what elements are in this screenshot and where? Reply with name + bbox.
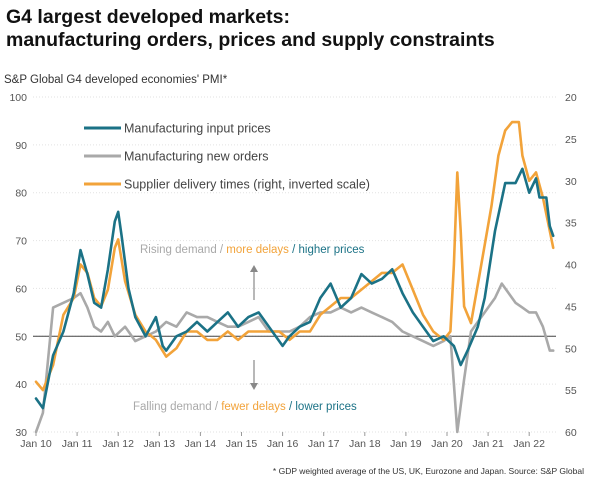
series-line-1 <box>34 282 555 434</box>
x-tick-label: Jan 22 <box>513 438 545 450</box>
annotation-upper-sep: / <box>289 244 299 256</box>
chart-title-text: G4 largest developed markets: manufactur… <box>6 6 495 52</box>
svg-text:Falling demand / fewer delays: Falling demand / fewer delays / lower pr… <box>133 401 357 413</box>
y-axis-left: 30 40 50 60 70 80 90 100 <box>9 92 27 439</box>
annotation-lower-demand: Falling demand / <box>133 401 221 413</box>
y-left-tick-label: 90 <box>15 140 27 152</box>
annotation-lower: Falling demand / fewer delays / lower pr… <box>133 401 357 413</box>
y-right-tick-label: 50 <box>565 343 577 355</box>
series-line-2 <box>34 120 555 392</box>
x-tick-label: Jan 13 <box>144 438 176 450</box>
y-left-tick-label: 40 <box>15 379 27 391</box>
y-left-tick-label: 60 <box>15 283 27 295</box>
y-right-tick-label: 20 <box>565 92 577 104</box>
annotation-lower-sep: / <box>286 401 296 413</box>
title-line-1: G4 largest developed markets: <box>6 6 290 28</box>
y-right-tick-label: 40 <box>565 260 577 272</box>
y-right-tick-label: 25 <box>565 134 577 146</box>
series-line-0 <box>34 167 555 410</box>
y-left-tick-label: 100 <box>9 92 27 104</box>
x-tick-label: Jan 12 <box>102 438 134 450</box>
legend-label: Supplier delivery times (right, inverted… <box>124 178 370 192</box>
y-right-tick-label: 55 <box>565 385 577 397</box>
y-axis-right-inverted: 20 25 30 35 40 45 50 55 60 <box>565 92 577 439</box>
legend-label: Manufacturing input prices <box>124 122 271 136</box>
x-tick-label: Jan 20 <box>431 438 463 450</box>
x-tick-label: Jan 11 <box>62 438 93 450</box>
annotation-lower-prices: lower prices <box>295 401 357 413</box>
y-left-tick-label: 80 <box>15 188 27 200</box>
annotation-lower-delays: fewer delays <box>221 401 286 413</box>
y-left-tick-label: 70 <box>15 236 27 248</box>
arrow-up-icon <box>250 265 258 300</box>
x-tick-label: Jan 10 <box>20 438 52 450</box>
legend-label: Manufacturing new orders <box>124 150 269 164</box>
annotation-upper-demand: Rising demand / <box>140 244 226 256</box>
annotation-upper-prices: higher prices <box>299 244 365 256</box>
y-right-tick-label: 35 <box>565 218 577 230</box>
annotation-upper-delays: more delays <box>226 244 289 256</box>
x-tick-label: Jan 14 <box>185 438 217 450</box>
x-tick-label: Jan 18 <box>349 438 381 450</box>
arrow-down-icon <box>250 360 258 390</box>
y-right-tick-label: 30 <box>565 176 577 188</box>
x-tick-label: Jan 15 <box>226 438 258 450</box>
gridlines <box>33 96 556 433</box>
y-left-tick-label: 30 <box>15 427 27 439</box>
x-axis: Jan 10 Jan 11 Jan 12 Jan 13 Jan 14 Jan 15 Jan … <box>20 432 545 450</box>
y-right-tick-label: 60 <box>565 427 577 439</box>
chart-subtitle: S&P Global G4 developed economies' PMI* <box>4 74 228 86</box>
x-tick-label: Jan 21 <box>472 438 504 450</box>
title-line-2: manufacturing orders, prices and supply … <box>6 29 495 51</box>
footnote-source: * GDP weighted average of the US, UK, Eu… <box>272 466 584 476</box>
x-tick-label: Jan 17 <box>308 438 340 450</box>
svg-text:Rising demand / more delays /: Rising demand / more delays / higher pri… <box>140 244 365 256</box>
y-left-tick-label: 50 <box>15 331 27 343</box>
x-tick-label: Jan 16 <box>267 438 299 450</box>
legend: Manufacturing input prices Manufacturing … <box>84 122 370 192</box>
x-tick-label: Jan 19 <box>390 438 422 450</box>
y-right-tick-label: 45 <box>565 301 577 313</box>
data-series <box>34 120 555 434</box>
annotation-upper: Rising demand / more delays / higher pri… <box>140 244 365 256</box>
